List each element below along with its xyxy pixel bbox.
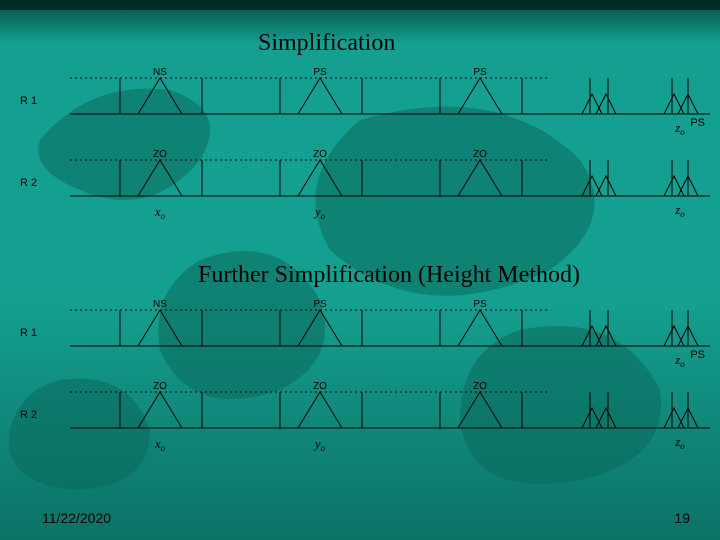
fuzzy-term-label: PS bbox=[313, 299, 327, 310]
fuzzy-term-label: NS bbox=[153, 299, 167, 310]
section-title-1: Simplification bbox=[258, 30, 395, 56]
row-label: R 2 bbox=[20, 409, 37, 421]
fuzzy-term-label: ZO bbox=[473, 381, 487, 392]
section-title-2: Further Simplification (Height Method) bbox=[198, 262, 580, 288]
row-label: R 2 bbox=[20, 177, 37, 189]
slide-svg: SimplificationR 1PSNSPSPSzoR 2ZOxoZOyoZO… bbox=[0, 0, 720, 540]
fuzzy-term-label: PS bbox=[313, 67, 327, 78]
fuzzy-term-label: PS bbox=[473, 67, 487, 78]
top-bar bbox=[0, 0, 720, 10]
fuzzy-term-label: NS bbox=[153, 67, 167, 78]
row-label: R 1 bbox=[20, 95, 37, 107]
footer-date: 11/22/2020 bbox=[42, 510, 111, 526]
fuzzy-term-label: ZO bbox=[153, 149, 167, 160]
fuzzy-term-label: ZO bbox=[473, 149, 487, 160]
fuzzy-term-label: ZO bbox=[153, 381, 167, 392]
footer-page: 19 bbox=[674, 510, 690, 526]
row-right-label: PS bbox=[690, 349, 705, 361]
row-right-label: PS bbox=[690, 117, 705, 129]
fuzzy-term-label: PS bbox=[473, 299, 487, 310]
fuzzy-term-label: ZO bbox=[313, 381, 327, 392]
fuzzy-term-label: ZO bbox=[313, 149, 327, 160]
slide-stage: SimplificationR 1PSNSPSPSzoR 2ZOxoZOyoZO… bbox=[0, 0, 720, 540]
row-label: R 1 bbox=[20, 327, 37, 339]
